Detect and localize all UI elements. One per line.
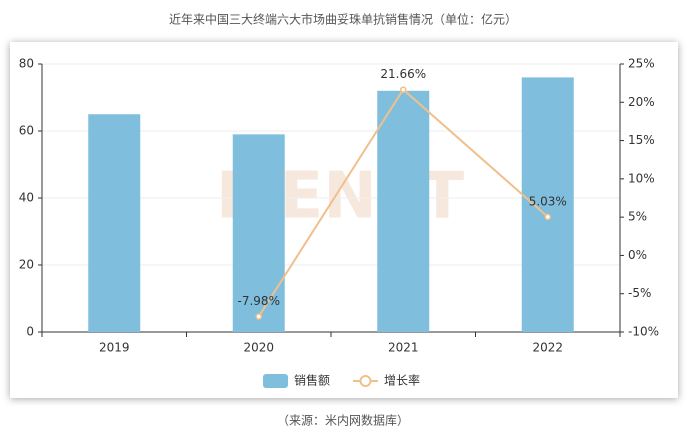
bar	[377, 90, 430, 332]
y2-tick-label: 20%	[628, 95, 655, 109]
bar	[232, 134, 285, 332]
y-tick-label: 0	[26, 325, 34, 339]
bar	[88, 114, 141, 332]
point	[400, 86, 407, 93]
y-tick-label: 20	[19, 258, 34, 272]
x-tick-label: 2021	[388, 341, 419, 355]
y-tick-label: 80	[19, 57, 34, 71]
y2-tick-label: 10%	[628, 171, 655, 185]
legend-swatch	[359, 375, 372, 387]
point	[255, 313, 262, 320]
y2-tick-label: -10%	[628, 325, 659, 339]
x-tick-label: 2022	[532, 341, 563, 355]
y-tick-label: 40	[19, 191, 34, 205]
x-tick-label: 2019	[99, 341, 130, 355]
data-label: 21.66%	[380, 67, 426, 81]
data-label: 5.03%	[529, 194, 567, 208]
legend-label: 增长率	[384, 373, 420, 388]
source: （来源：米内网数据库）	[277, 413, 409, 428]
point	[544, 213, 551, 221]
y2-tick-label: 0%	[628, 248, 647, 262]
y-tick-label: 60	[19, 124, 34, 138]
y2-tick-label: 25%	[628, 57, 655, 71]
x-tick-label: 2020	[243, 341, 274, 355]
legend-label: 销售额	[294, 373, 330, 388]
chart-title: 近年来中国三大终端六大市场曲妥珠单抗销售情况（单位：亿元）	[169, 12, 517, 27]
y2-tick-label: 15%	[628, 133, 655, 147]
y2-tick-label: -5%	[628, 286, 651, 300]
data-label: -7.98%	[238, 294, 280, 308]
y2-tick-label: 5%	[628, 210, 647, 224]
legend-swatch	[263, 374, 288, 388]
bar	[521, 77, 574, 333]
